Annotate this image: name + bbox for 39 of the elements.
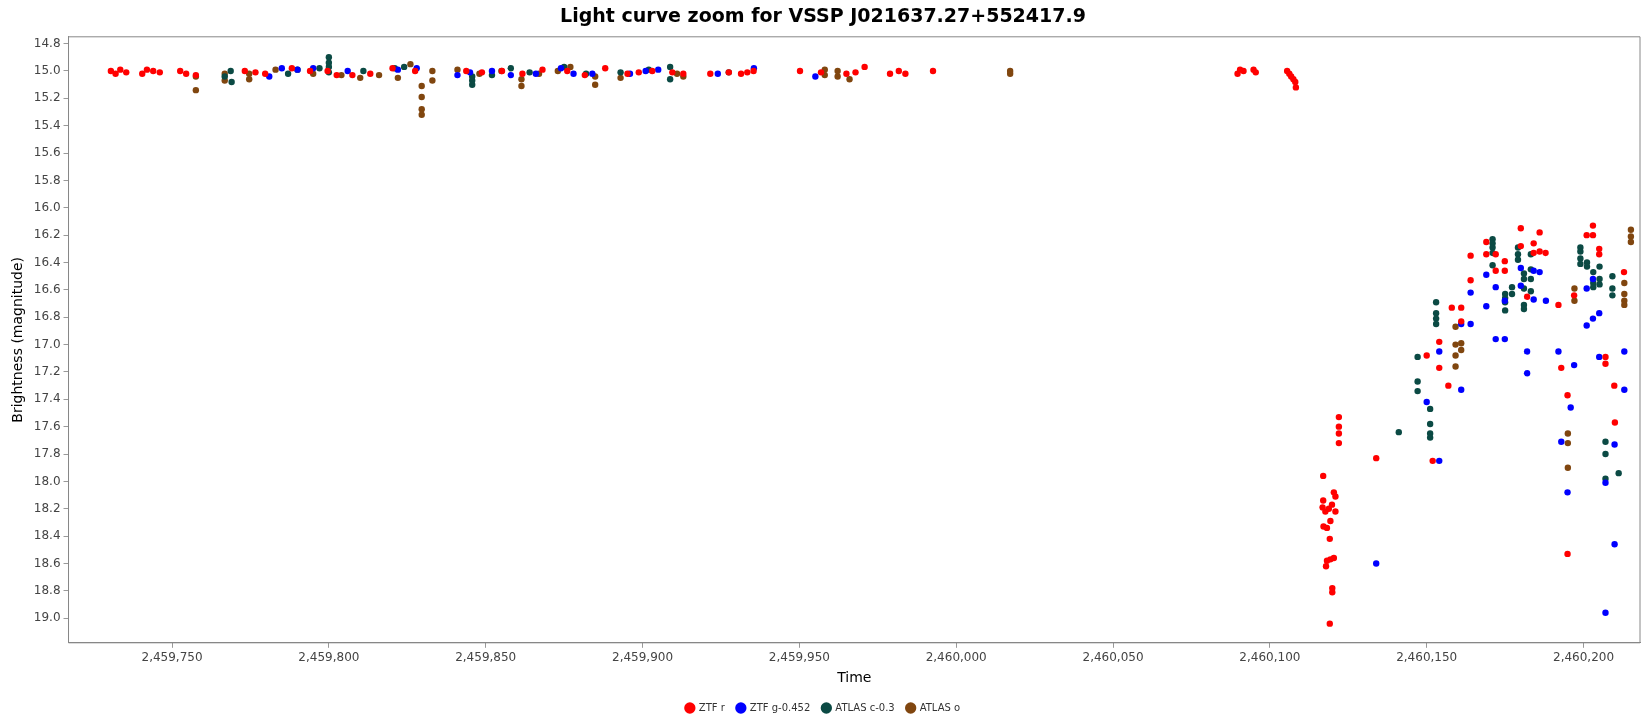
x-tick-label: 2,459,850	[455, 650, 517, 665]
legend-label: ZTF g-0.452	[749, 701, 811, 713]
y-tick-label: 15.2	[33, 90, 61, 105]
chart-title: Light curve zoom for VSSP J021637.27+552417.9	[560, 4, 1086, 27]
x-tick-label: 2,459,950	[768, 650, 830, 665]
y-tick-label: 18.4	[33, 528, 61, 543]
y-tick-label: 15.6	[33, 145, 61, 160]
y-tick-label: 17.8	[33, 446, 61, 461]
legend-label: ZTF r	[698, 701, 726, 713]
x-tick-label: 2,460,150	[1396, 650, 1458, 665]
x-axis-title: Time	[836, 669, 872, 686]
y-tick-label: 17.0	[33, 336, 61, 351]
x-tick-label: 2,460,200	[1553, 650, 1615, 665]
y-tick-label: 17.4	[33, 391, 61, 406]
x-tick-label: 2,459,900	[611, 650, 674, 665]
y-tick-label: 16.0	[33, 199, 61, 214]
y-tick-label: 18.8	[33, 582, 61, 597]
x-tick-label: 2,460,050	[1082, 650, 1144, 665]
y-tick-label: 16.2	[33, 227, 61, 242]
y-tick-label: 17.6	[33, 418, 61, 433]
y-tick-label: 17.2	[33, 364, 61, 379]
legend-label: ATLAS o	[919, 701, 961, 713]
y-tick-label: 19.0	[33, 610, 61, 625]
y-tick-label: 14.8	[33, 35, 61, 50]
y-tick-label: 18.0	[33, 473, 61, 488]
y-tick-label: 15.0	[33, 63, 61, 78]
y-tick-label: 16.6	[33, 281, 61, 296]
x-tick-label: 2,459,750	[141, 650, 203, 665]
y-tick-label: 15.4	[33, 117, 61, 132]
x-tick-label: 2,459,800	[298, 650, 360, 665]
y-tick-label: 18.2	[33, 500, 61, 515]
y-tick-label: 15.8	[33, 172, 61, 187]
y-tick-label: 16.4	[33, 254, 61, 269]
legend-label: ATLAS c-0.3	[835, 701, 895, 713]
y-axis-title: Brightness (magnitude)	[9, 256, 26, 423]
x-tick-label: 2,460,100	[1239, 650, 1301, 665]
x-tick-label: 2,460,000	[925, 650, 987, 665]
y-tick-label: 18.6	[33, 555, 61, 570]
y-tick-label: 16.8	[33, 309, 61, 324]
